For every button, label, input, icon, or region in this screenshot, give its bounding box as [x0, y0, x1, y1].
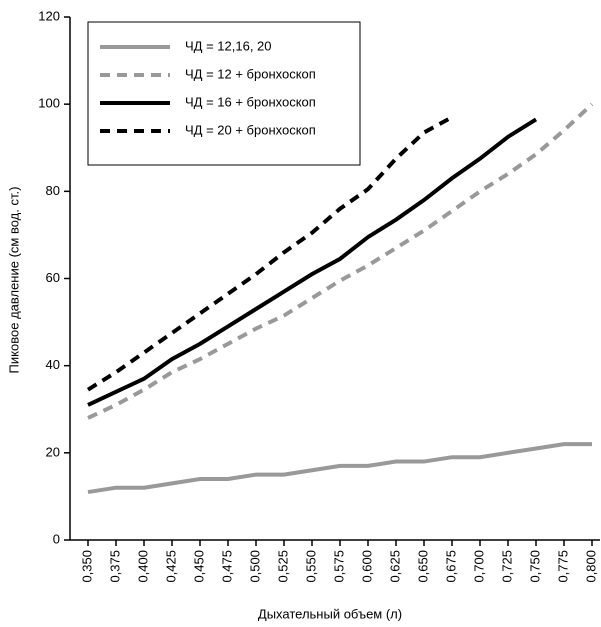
series-line	[86, 115, 453, 392]
x-tick-label: 0,550	[303, 550, 318, 583]
series-line	[87, 442, 592, 495]
x-tick-label: 0,475	[219, 550, 234, 583]
x-tick-label: 0,375	[107, 550, 122, 583]
x-tick-label: 0,725	[499, 550, 514, 583]
x-tick-label: 0,500	[247, 550, 262, 583]
legend-label: ЧД = 12,16, 20	[185, 38, 272, 53]
x-tick-label: 0,775	[555, 550, 570, 583]
x-tick-label: 0,350	[79, 550, 94, 583]
legend-label: ЧД = 20 + бронхоскоп	[185, 122, 316, 137]
x-tick-label: 0,650	[415, 550, 430, 583]
x-tick-label: 0,750	[527, 550, 542, 583]
legend-label: ЧД = 16 + бронхоскоп	[185, 94, 316, 109]
y-tick-label: 120	[38, 8, 60, 23]
x-tick-label: 0,525	[275, 550, 290, 583]
y-tick-label: 100	[38, 96, 60, 111]
x-tick-label: 0,425	[163, 550, 178, 583]
x-tick-label: 0,675	[443, 550, 458, 583]
y-tick-label: 0	[53, 531, 60, 546]
y-axis-title: Пиковое давление (см вод. ст.)	[6, 187, 21, 374]
y-tick-label: 20	[46, 444, 60, 459]
x-tick-label: 0,600	[359, 550, 374, 583]
x-tick-label: 0,800	[583, 550, 598, 583]
series-line	[87, 117, 538, 407]
legend-label: ЧД = 12 + бронхоскоп	[185, 66, 316, 81]
x-tick-label: 0,700	[471, 550, 486, 583]
x-tick-label: 0,450	[191, 550, 206, 583]
x-tick-label: 0,400	[135, 550, 150, 583]
x-tick-label: 0,575	[331, 550, 346, 583]
y-tick-label: 80	[46, 183, 60, 198]
x-tick-label: 0,625	[387, 550, 402, 583]
y-tick-label: 60	[46, 270, 60, 285]
x-axis-title: Дыхательный объем (л)	[258, 606, 402, 621]
y-tick-label: 40	[46, 357, 60, 372]
